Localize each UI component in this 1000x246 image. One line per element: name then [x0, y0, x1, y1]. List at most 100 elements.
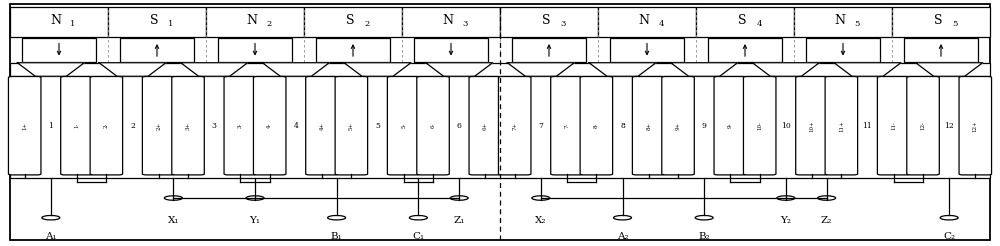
Text: N: N [835, 15, 846, 27]
Text: 3: 3 [560, 20, 566, 28]
Bar [892, 7, 990, 37]
Bar [402, 7, 500, 37]
FancyBboxPatch shape [172, 77, 204, 175]
Text: B₂: B₂ [698, 232, 710, 242]
Bar [120, 38, 194, 62]
Text: 5: 5 [952, 20, 958, 28]
Text: 11+: 11+ [839, 120, 844, 132]
Text: 7-: 7- [564, 123, 569, 128]
Bar [206, 7, 304, 37]
Polygon shape [17, 63, 84, 76]
Text: 8+: 8+ [646, 122, 651, 130]
Text: 3-: 3- [238, 123, 243, 128]
FancyBboxPatch shape [580, 77, 613, 175]
FancyBboxPatch shape [714, 77, 747, 175]
Bar [500, 7, 598, 37]
FancyBboxPatch shape [632, 77, 665, 175]
Text: 9+: 9+ [676, 122, 681, 130]
Text: 6+: 6+ [483, 122, 488, 130]
FancyBboxPatch shape [796, 77, 828, 175]
FancyBboxPatch shape [825, 77, 858, 175]
Text: S: S [934, 15, 942, 27]
Text: 2-: 2- [104, 123, 109, 128]
FancyBboxPatch shape [551, 77, 583, 175]
Text: 6-: 6- [431, 123, 436, 128]
Bar [316, 38, 390, 62]
Text: S: S [738, 15, 746, 27]
FancyBboxPatch shape [387, 77, 420, 175]
Text: 4: 4 [293, 122, 298, 130]
FancyBboxPatch shape [90, 77, 123, 175]
Text: Y₂: Y₂ [780, 216, 791, 226]
Text: 2: 2 [266, 20, 272, 28]
Bar [598, 7, 696, 37]
Bar [794, 7, 892, 37]
Bar [512, 38, 586, 62]
Text: 1+: 1+ [22, 122, 27, 130]
Text: 3+: 3+ [186, 122, 191, 130]
FancyBboxPatch shape [959, 77, 992, 175]
FancyBboxPatch shape [61, 77, 93, 175]
Bar [806, 38, 880, 62]
Text: X₂: X₂ [535, 216, 547, 226]
FancyBboxPatch shape [743, 77, 776, 175]
Polygon shape [99, 63, 166, 76]
Bar [218, 38, 292, 62]
Text: 6: 6 [457, 122, 462, 130]
Text: A₂: A₂ [617, 232, 628, 242]
FancyBboxPatch shape [417, 77, 449, 175]
Bar [22, 38, 96, 62]
Text: N: N [639, 15, 650, 27]
Text: 4: 4 [658, 20, 664, 28]
FancyBboxPatch shape [907, 77, 939, 175]
Text: 7+: 7+ [512, 122, 517, 130]
Bar [10, 7, 108, 37]
Text: C₁: C₁ [412, 232, 424, 242]
Bar [904, 38, 978, 62]
Text: N: N [442, 15, 454, 27]
Polygon shape [344, 63, 411, 76]
Text: 10: 10 [781, 122, 791, 130]
Text: 5: 5 [375, 122, 380, 130]
Text: 11: 11 [863, 122, 872, 130]
Text: 1: 1 [48, 122, 53, 130]
FancyBboxPatch shape [306, 77, 338, 175]
Text: 12-: 12- [921, 121, 926, 130]
Text: 7: 7 [538, 122, 543, 130]
Text: 2+: 2+ [156, 122, 161, 130]
FancyBboxPatch shape [662, 77, 694, 175]
Text: 11-: 11- [891, 121, 896, 130]
Text: 1: 1 [168, 20, 174, 28]
Text: 3: 3 [462, 20, 468, 28]
Bar [610, 38, 684, 62]
Text: 4+: 4+ [319, 122, 324, 130]
Polygon shape [916, 63, 983, 76]
Text: X₁: X₁ [168, 216, 179, 226]
Text: C₂: C₂ [943, 232, 955, 242]
Text: 1: 1 [70, 20, 76, 28]
Polygon shape [834, 63, 901, 76]
Text: 12: 12 [944, 122, 954, 130]
Bar [708, 38, 782, 62]
Text: N: N [246, 15, 258, 27]
Text: Y₁: Y₁ [250, 216, 260, 226]
Text: 5: 5 [854, 20, 860, 28]
FancyBboxPatch shape [253, 77, 286, 175]
Bar [108, 7, 206, 37]
Polygon shape [507, 63, 574, 76]
Text: 9-: 9- [728, 123, 733, 128]
Polygon shape [262, 63, 329, 76]
Bar [304, 7, 402, 37]
Text: B₁: B₁ [331, 232, 343, 242]
Polygon shape [426, 63, 493, 76]
Bar [10, 63, 990, 178]
FancyBboxPatch shape [8, 77, 41, 175]
Text: 12+: 12+ [973, 120, 978, 132]
Polygon shape [589, 63, 656, 76]
Text: 8: 8 [620, 122, 625, 130]
FancyBboxPatch shape [498, 77, 531, 175]
Text: 5-: 5- [401, 123, 406, 128]
Text: 2: 2 [130, 122, 135, 130]
FancyBboxPatch shape [335, 77, 368, 175]
FancyBboxPatch shape [142, 77, 175, 175]
